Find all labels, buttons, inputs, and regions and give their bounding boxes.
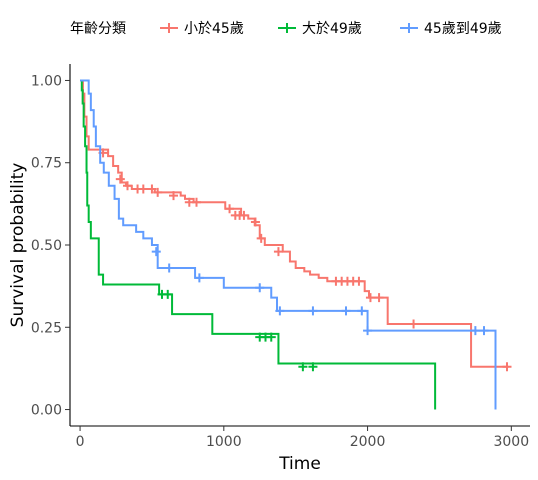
- series-group: [80, 79, 512, 372]
- legend-label: 大於49歲: [302, 21, 362, 37]
- censor-mark: [151, 247, 161, 257]
- censor-mark: [273, 247, 283, 257]
- legend-item: 大於49歲: [278, 21, 362, 37]
- censor-mark: [354, 276, 364, 286]
- censor-mark: [374, 293, 384, 303]
- y-tick-label: 1.00: [31, 73, 62, 89]
- censor-mark: [153, 187, 163, 197]
- axes: 0 1000 2000 3000 0.00 0.25 0.50 0.75 1.00: [31, 64, 530, 450]
- x-tick-label: 1000: [206, 434, 242, 450]
- censor-mark: [502, 362, 512, 372]
- censor-mark: [123, 181, 132, 191]
- y-tick-label: 0.75: [31, 156, 62, 172]
- censor-mark: [479, 326, 489, 336]
- y-axis-label: Survival probability: [8, 163, 28, 328]
- legend-key: [278, 23, 296, 33]
- y-tick-label: 0.25: [31, 320, 62, 336]
- censor-mark: [138, 184, 148, 194]
- series-group: [80, 79, 497, 410]
- censor-mark: [365, 293, 375, 303]
- censor-mark: [470, 326, 480, 336]
- x-axis-label: Time: [278, 454, 321, 474]
- censor-mark: [275, 306, 285, 316]
- censor-mark: [163, 289, 173, 299]
- y-tick-label: 0.50: [31, 238, 62, 254]
- censor-mark: [409, 319, 419, 329]
- legend-key: [400, 23, 418, 33]
- censor-mark: [192, 197, 201, 207]
- censor-mark: [147, 184, 157, 194]
- survival-curve: [80, 79, 497, 410]
- legend-label: 45歲到49歲: [424, 21, 502, 37]
- legend-item: 45歲到49歲: [400, 21, 502, 37]
- censor-mark: [308, 306, 318, 316]
- survival-curve: [80, 79, 509, 368]
- legend-label: 小於45歲: [184, 21, 244, 37]
- x-tick-label: 2000: [350, 434, 386, 450]
- censor-mark: [255, 283, 265, 293]
- series-group: [80, 79, 437, 410]
- legend-title: 年齡分類: [70, 21, 126, 37]
- censor-mark: [363, 326, 373, 336]
- censor-mark: [256, 233, 266, 243]
- censor-mark: [357, 306, 367, 316]
- censor-mark: [341, 306, 351, 316]
- censor-mark: [250, 217, 260, 227]
- censor-mark: [239, 210, 249, 220]
- censor-mark: [164, 263, 174, 273]
- censor-mark: [225, 204, 235, 214]
- x-tick-label: 3000: [493, 434, 529, 450]
- censor-mark: [266, 332, 276, 342]
- censor-mark: [298, 362, 308, 372]
- censor-mark: [115, 174, 125, 184]
- y-tick-label: 0.00: [31, 403, 62, 419]
- survival-curve: [80, 79, 437, 410]
- censor-mark: [308, 362, 318, 372]
- x-tick-label: 0: [76, 434, 85, 450]
- legend-key: [160, 23, 178, 33]
- legend: 年齡分類 小於45歲 大於49歲 45歲到49歲: [70, 21, 502, 37]
- legend-item: 小於45歲: [160, 21, 244, 37]
- series-layer: [80, 79, 512, 410]
- censor-mark: [194, 273, 204, 283]
- censor-mark: [169, 191, 178, 201]
